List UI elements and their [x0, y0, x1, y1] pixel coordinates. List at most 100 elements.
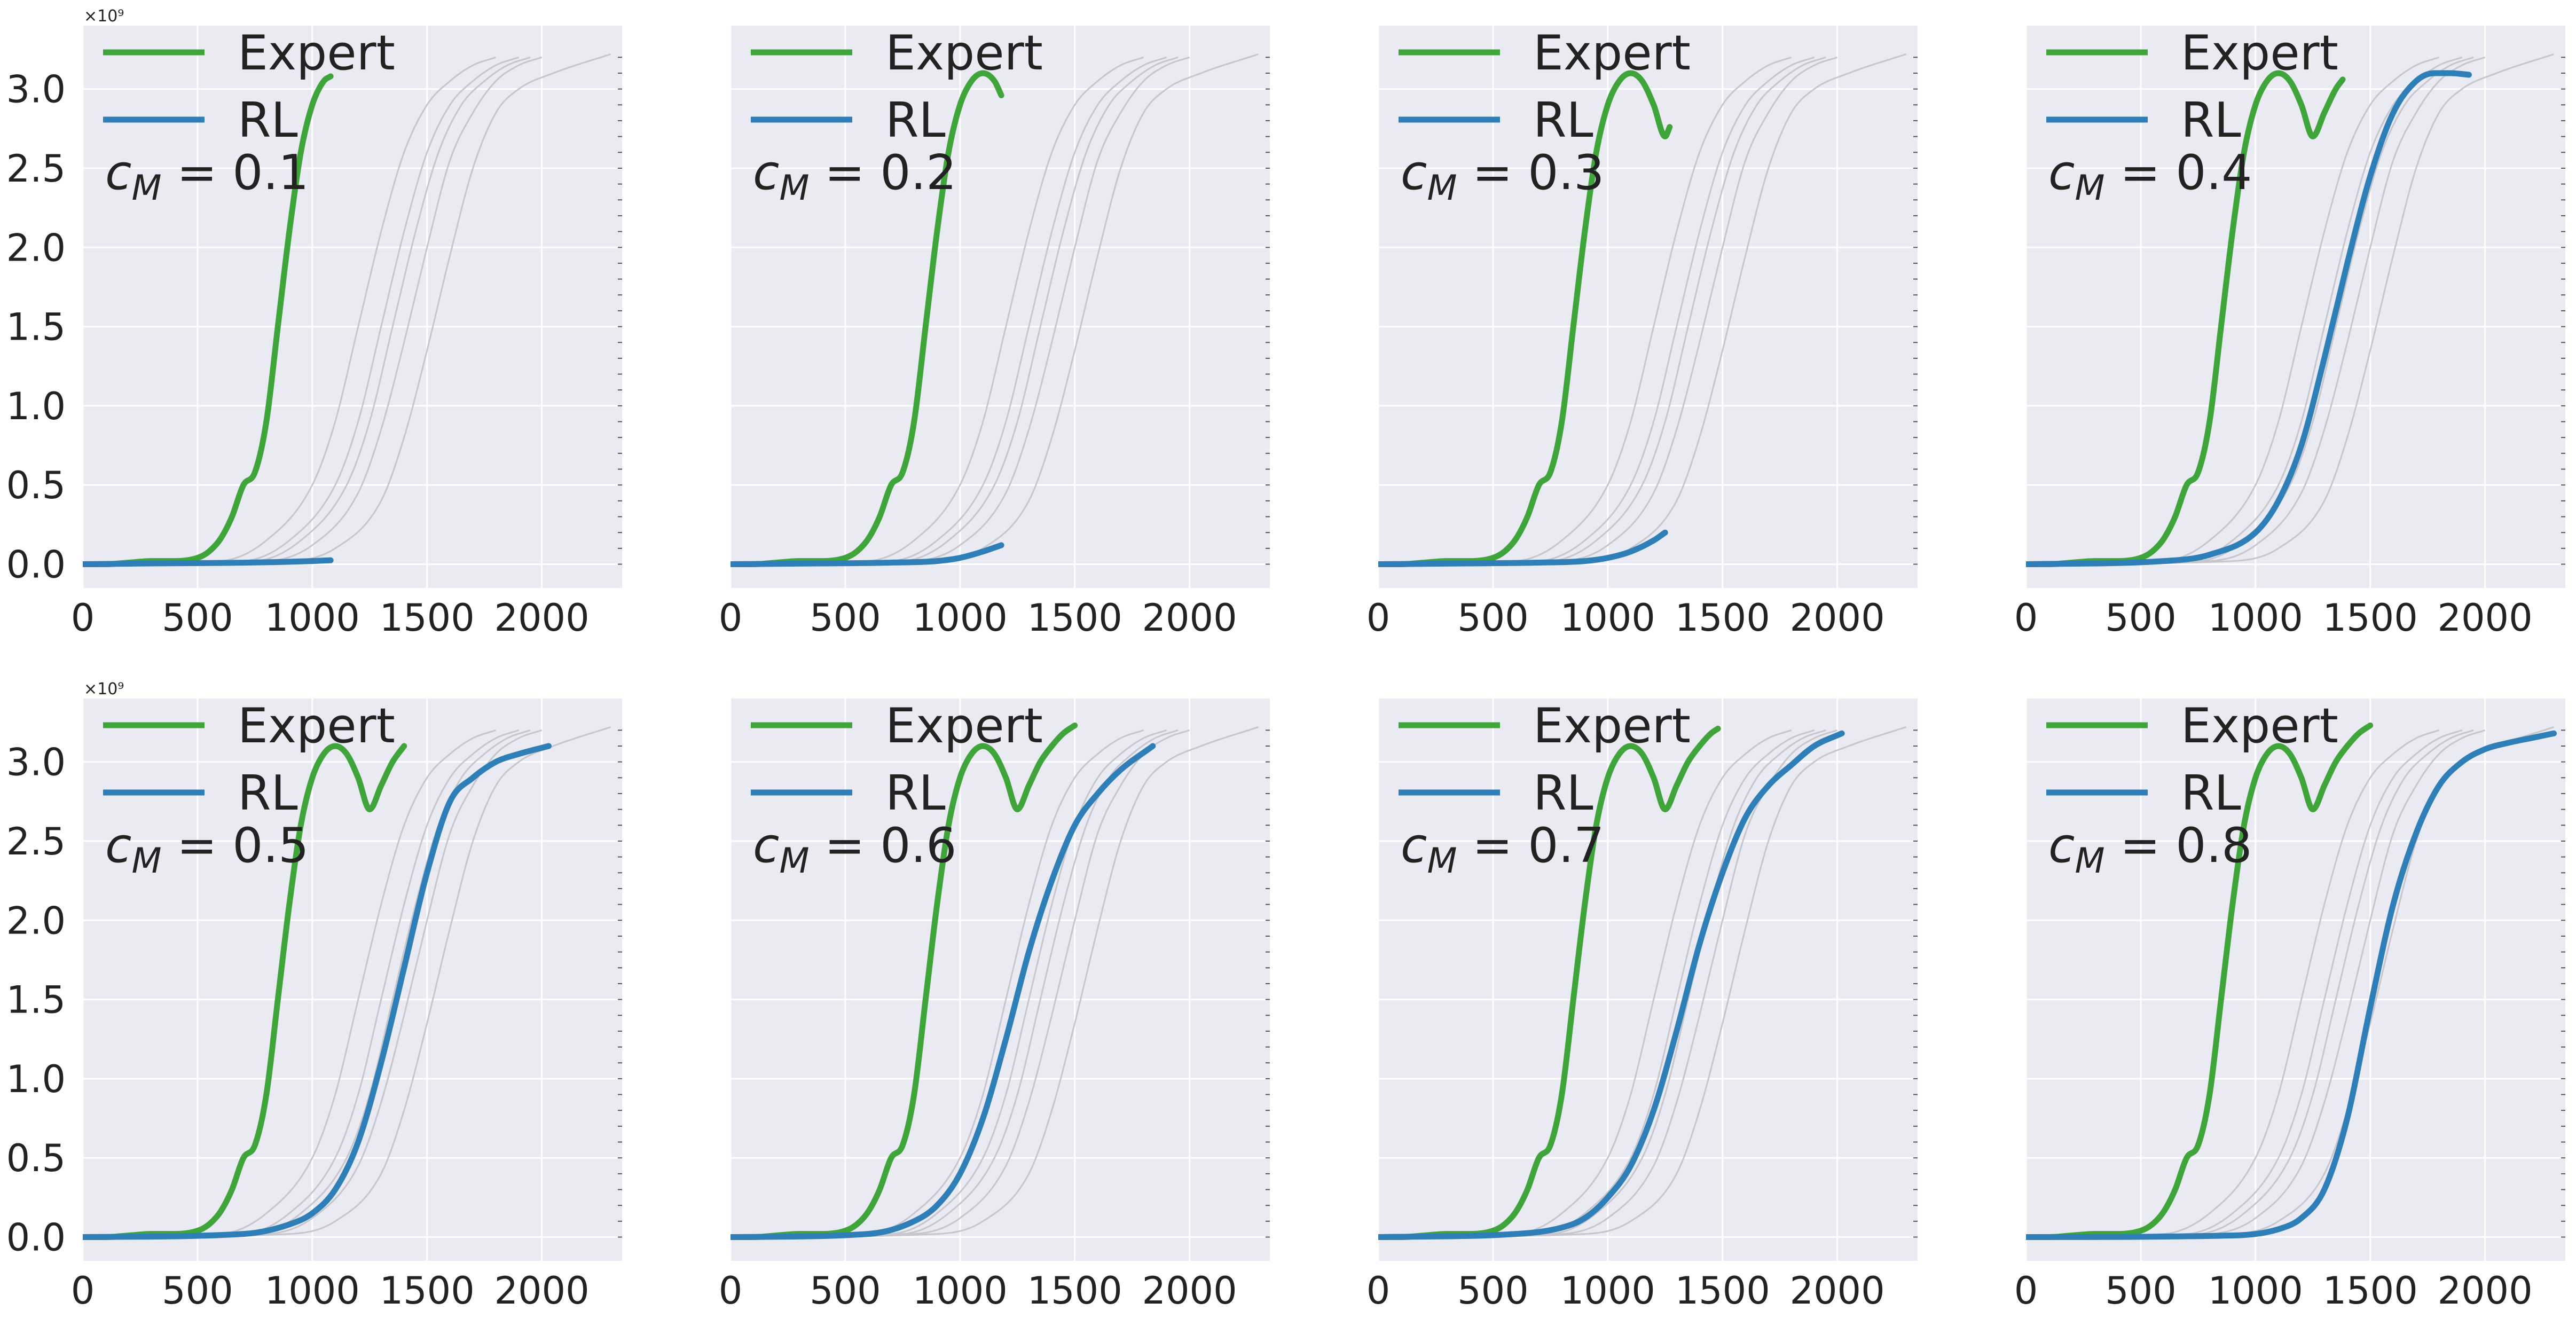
legend: Expert RL — [2046, 698, 2338, 821]
background-curve-3 — [731, 729, 1179, 1238]
x-tick-label: 1500 — [380, 1269, 475, 1313]
grid — [82, 26, 622, 588]
x-tick-label: 500 — [2105, 596, 2177, 640]
grid — [729, 699, 1270, 1261]
rl-series-line — [1378, 529, 1668, 567]
legend-label-expert: Expert — [885, 25, 1043, 81]
x-tick-label: 2000 — [1142, 596, 1237, 640]
background-curve-2 — [731, 56, 1167, 565]
x-tick-label: 500 — [162, 596, 233, 640]
background-curve-4 — [2026, 56, 2486, 565]
x-tick-label: 2000 — [1789, 1269, 1884, 1313]
panel-label: cM = 0.5 — [105, 818, 309, 881]
y-tick-label: 2.5 — [6, 147, 66, 191]
background-curve-3 — [2026, 56, 2474, 565]
y-tick-label: 0.5 — [6, 1136, 66, 1180]
legend: Expert RL — [751, 25, 1043, 148]
expert-series-line — [2026, 722, 2374, 1240]
background-curve-1 — [1378, 56, 1792, 565]
x-tick-label: 1000 — [2208, 1269, 2303, 1313]
curves — [83, 53, 611, 568]
curves — [2026, 53, 2554, 568]
x-tick-label: 500 — [1457, 596, 1529, 640]
legend-label-rl: RL — [1533, 765, 1593, 821]
background-curve-4 — [1378, 729, 1838, 1238]
rl-series-line — [731, 743, 1156, 1240]
x-tick-label: 500 — [1457, 1269, 1529, 1313]
background-curve-3 — [1378, 56, 1826, 565]
legend: Expert RL — [2046, 25, 2338, 148]
x-tick-label: 1500 — [380, 596, 475, 640]
x-tick-label: 0 — [2014, 1269, 2038, 1313]
x-tick-label: 500 — [2105, 1269, 2177, 1313]
x-tick-label: 1000 — [265, 596, 360, 640]
x-tick-label: 500 — [162, 1269, 233, 1313]
background-curve-1 — [2026, 729, 2440, 1238]
subplot-1: 0 500 1000 1500 2000 0.0 0.5 1.0 1.5 2.0 2.5 3.0 ×10… — [6, 7, 622, 640]
legend-label-expert: Expert — [238, 25, 395, 81]
y-axis-exponent-label: ×10⁹ — [84, 7, 124, 26]
x-tick-label: 1500 — [1027, 596, 1122, 640]
x-tick-label: 2000 — [494, 596, 589, 640]
background-curve-1 — [83, 729, 497, 1238]
curves — [731, 53, 1259, 568]
x-tick-label: 1000 — [913, 1269, 1008, 1313]
x-tick-label: 1500 — [2323, 1269, 2418, 1313]
curves — [1378, 53, 1906, 568]
y-tick-label: 2.0 — [6, 899, 66, 943]
x-tick-label: 0 — [71, 596, 95, 640]
background-curve-2 — [731, 729, 1167, 1238]
grid — [729, 26, 1270, 588]
legend-label-expert: Expert — [238, 698, 395, 754]
x-tick-label: 0 — [1366, 1269, 1391, 1313]
curves — [731, 722, 1259, 1240]
x-tick-label: 500 — [810, 1269, 881, 1313]
x-tick-label: 1000 — [1560, 596, 1655, 640]
legend: Expert RL — [103, 25, 395, 148]
x-tick-label: 0 — [719, 596, 743, 640]
x-tick-label: 1500 — [1675, 596, 1770, 640]
x-tick-label: 1500 — [1027, 1269, 1122, 1313]
background-curve-2 — [1378, 56, 1815, 565]
x-tick-label: 1500 — [2323, 596, 2418, 640]
rl-series-line — [83, 743, 552, 1240]
background-curve-5 — [83, 726, 611, 1238]
legend-label-rl: RL — [238, 92, 298, 148]
background-curve-1 — [1378, 729, 1792, 1238]
rl-series-line — [2026, 70, 2472, 567]
rl-series-line — [1378, 730, 1845, 1240]
x-tick-label: 2000 — [1142, 1269, 1237, 1313]
background-curve-4 — [2026, 729, 2486, 1238]
panel-label: cM = 0.3 — [1401, 145, 1604, 208]
x-tick-label: 1000 — [2208, 596, 2303, 640]
y-tick-label: 2.5 — [6, 820, 66, 864]
legend-label-expert: Expert — [2181, 25, 2338, 81]
background-curve-5 — [1378, 726, 1906, 1238]
rl-series-line — [731, 542, 1004, 567]
x-tick-label: 0 — [719, 1269, 743, 1313]
panel-label: cM = 0.8 — [2048, 818, 2252, 881]
x-tick-label: 1000 — [1560, 1269, 1655, 1313]
background-curve-4 — [731, 729, 1190, 1238]
legend-label-rl: RL — [885, 92, 946, 148]
x-tick-label: 2000 — [1789, 596, 1884, 640]
y-tick-label: 2.0 — [6, 226, 66, 270]
background-curve-2 — [2026, 729, 2463, 1238]
background-curve-1 — [2026, 56, 2440, 565]
background-curve-5 — [731, 726, 1259, 1238]
grid — [2025, 26, 2565, 588]
background-curve-2 — [83, 56, 520, 565]
y-axis-exponent-label: ×10⁹ — [84, 680, 124, 699]
panel-label: cM = 0.4 — [2048, 145, 2252, 208]
x-tick-label: 0 — [2014, 596, 2038, 640]
legend-label-expert: Expert — [2181, 698, 2338, 754]
legend-label-rl: RL — [1533, 92, 1593, 148]
curves — [83, 726, 611, 1240]
panel-label: cM = 0.6 — [753, 818, 956, 881]
